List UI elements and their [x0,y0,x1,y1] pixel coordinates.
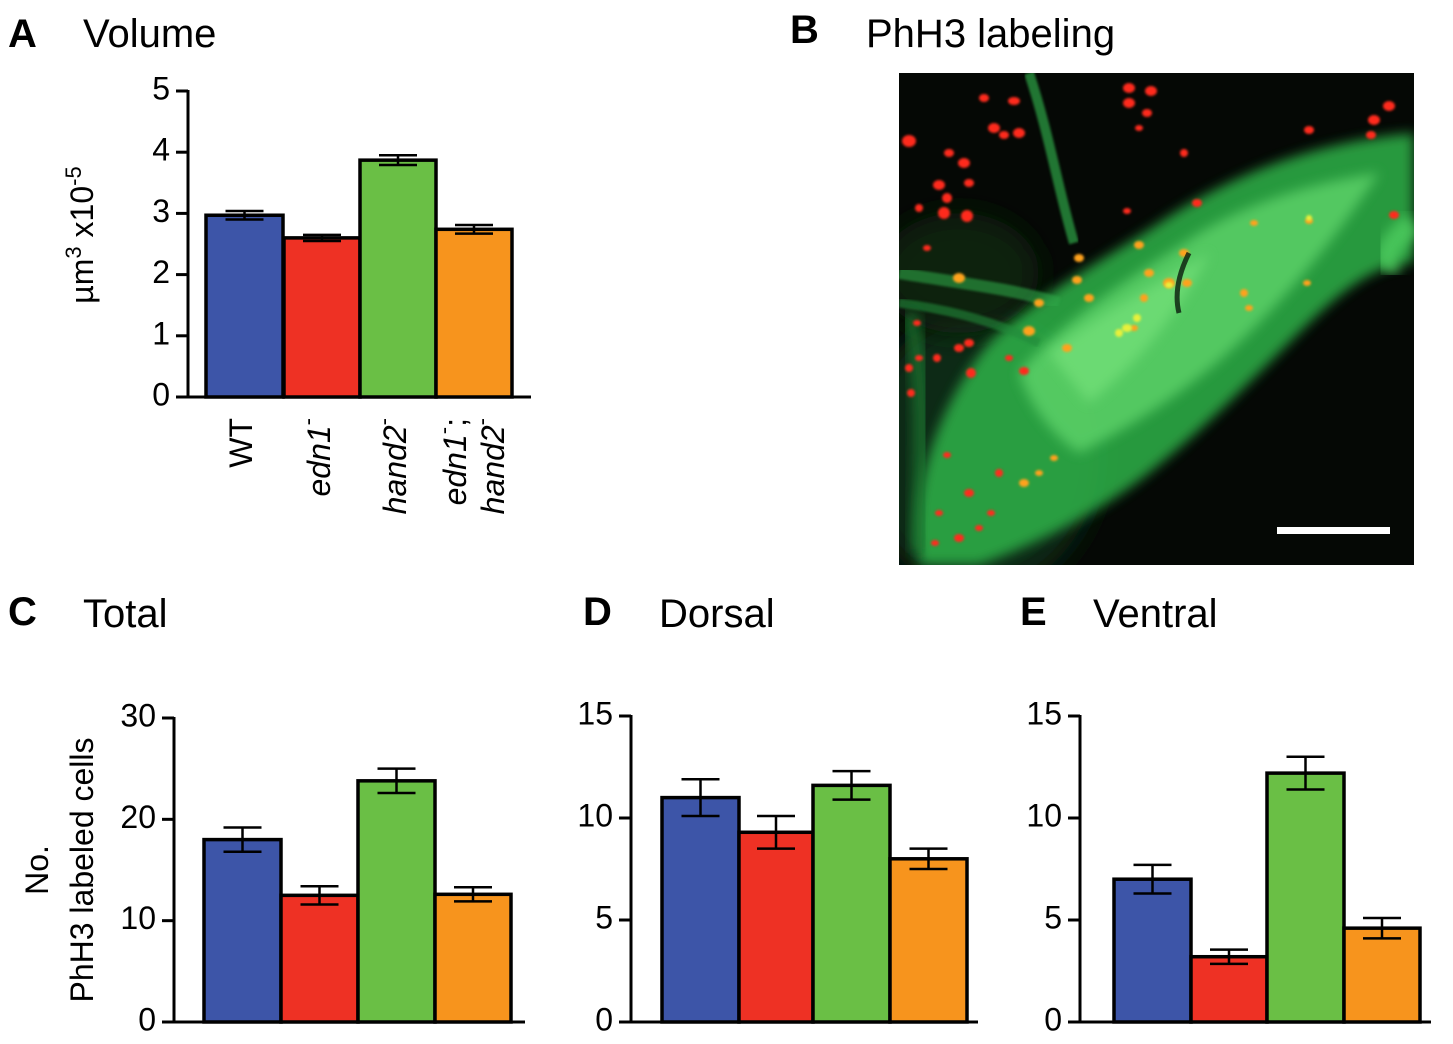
ylabel-mult: x10 [64,186,100,246]
error-bar-ventral-3 [1363,916,1401,940]
bar-dorsal-0 [660,795,741,1024]
y-tick-label-total: 20 [120,799,156,835]
error-bar-volume-3 [455,223,493,235]
micrograph-image [899,73,1414,565]
error-bar-dorsal-3 [909,847,948,871]
x-tick-label-edn1: edn1- [295,418,337,497]
x-tick-label-edn1-part-1: - [295,418,320,425]
x-tick-label-double-line1: edn1-; [431,418,473,505]
ylabel-mult-exp: -5 [61,166,86,186]
panel-letter-c: C [8,590,37,634]
y-tick-label-total: 10 [120,900,156,936]
x-tick-label-double-line1-part-1: - [431,427,456,434]
y-tick-label-dorsal: 15 [577,695,613,731]
bar-volume-0 [204,213,285,399]
scale-bar [1277,527,1390,534]
panel-title-ventral: Ventral [1093,592,1218,636]
y-tick-label-volume: 0 [152,376,170,412]
panel-title-total: Total [83,592,168,636]
error-bar-ventral-2 [1286,755,1325,791]
panel-title-dorsal: Dorsal [659,592,775,636]
x-tick-label-double-line1-part-2: ; [437,418,473,427]
panel-title-phh3: PhH3 labeling [866,12,1116,56]
bar-total-2 [356,779,437,1024]
panel-letter-a: A [8,12,37,56]
bar-dorsal-1 [737,830,815,1024]
bar-volume-2 [358,158,438,399]
y-tick-label-ventral: 5 [1044,899,1062,935]
x-tick-label-hand2-part-0: hand2 [377,425,413,514]
panel-letter-d: D [583,590,612,634]
y-tick-label-dorsal: 0 [595,1001,613,1037]
error-bar-total-3 [454,885,492,903]
error-bar-total-1 [300,884,339,906]
chart-dorsal: 0 5 10 15 [577,695,978,1037]
y-tick-label-total: 0 [138,1001,156,1037]
bar-total-0 [202,837,283,1024]
panel-title-volume: Volume [83,12,217,56]
x-tick-label-double-line2-part-1: - [469,418,494,425]
y-tick-label-volume: 2 [152,254,170,290]
bar-volume-1 [282,236,362,399]
panel-letter-b: B [790,8,819,52]
error-bar-total-0 [223,826,262,854]
bar-volume-3 [434,227,514,399]
y-axis-label-line2-total: PhH3 labeled cells [64,737,100,1002]
error-bar-dorsal-1 [757,814,795,850]
x-tick-label-double-line1-part-0: edn1 [437,434,473,505]
y-tick-label-ventral: 15 [1026,695,1062,731]
bar-ventral-2 [1265,771,1346,1024]
chart-ventral: 0 5 10 15 [1026,695,1431,1037]
ylabel-unit-exp: 3 [61,246,86,258]
y-tick-label-volume: 3 [152,193,170,229]
x-tick-label-wt-part-0: WT [223,418,259,468]
error-bar-volume-2 [379,154,417,167]
y-axis-label-line1-total: No. [19,845,55,895]
panel-letter-e: E [1020,590,1047,634]
bar-dorsal-2 [811,783,892,1024]
bar-ventral-0 [1112,877,1193,1024]
ylabel-unit: µm [64,259,100,304]
y-tick-label-ventral: 10 [1026,797,1062,833]
chart-volume: 0 1 2 3 4 5 [152,70,531,412]
bar-ventral-3 [1342,926,1422,1024]
error-bar-volume-0 [225,209,264,221]
y-tick-label-volume: 5 [152,70,170,106]
y-tick-label-ventral: 0 [1044,1001,1062,1037]
x-tick-label-wt: WT [223,418,259,468]
x-tick-label-double-line2-part-0: hand2 [475,425,511,514]
x-tick-label-edn1-part-0: edn1 [301,425,337,496]
error-bar-total-2 [377,767,416,795]
bar-total-1 [279,893,360,1024]
error-bar-dorsal-0 [681,777,720,818]
y-tick-label-dorsal: 10 [577,797,613,833]
bar-total-3 [433,892,513,1024]
error-bar-ventral-1 [1210,948,1248,966]
y-tick-label-volume: 4 [152,132,170,168]
error-bar-volume-1 [303,233,341,243]
x-tick-label-double-line2: hand2- [469,418,511,514]
y-tick-label-volume: 1 [152,315,170,351]
y-axis-label-volume: µm3 x10-5 [61,166,101,303]
y-tick-label-dorsal: 5 [595,899,613,935]
x-tick-label-hand2-part-1: - [371,418,396,425]
error-bar-ventral-0 [1133,863,1172,895]
bar-ventral-1 [1189,954,1269,1024]
error-bar-dorsal-2 [832,769,871,801]
y-tick-label-total: 30 [120,697,156,733]
phh3-micrograph [899,73,1414,565]
chart-total: 0 10 20 30 [120,697,525,1037]
bar-dorsal-3 [888,857,969,1024]
x-tick-label-hand2: hand2- [371,418,413,514]
